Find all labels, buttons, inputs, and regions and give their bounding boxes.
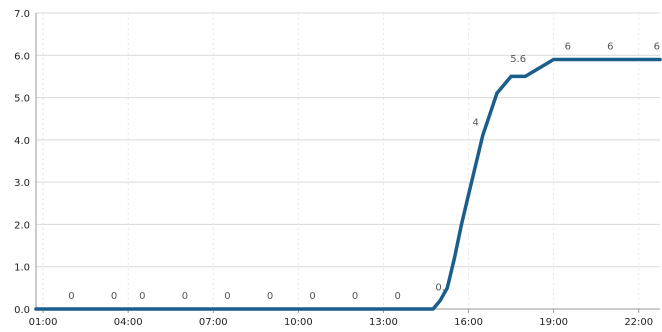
x-tick-label: 16:00	[454, 317, 483, 328]
y-tick-label: 2.0	[14, 220, 30, 231]
data-label: 0	[111, 291, 117, 302]
x-tick-label: 10:00	[284, 317, 313, 328]
data-point	[523, 74, 527, 79]
data-label: 0.	[435, 283, 445, 294]
data-label: 0	[139, 291, 145, 302]
y-tick-label: 4.0	[14, 136, 30, 147]
data-point	[445, 286, 449, 290]
data-label: 0	[309, 291, 315, 302]
data-label: 6	[565, 42, 571, 53]
y-tick-label: 0.0	[14, 305, 30, 316]
x-tick-label: 07:00	[199, 317, 228, 328]
data-label: 0	[394, 291, 400, 302]
data-point	[431, 307, 435, 311]
data-point	[495, 91, 499, 95]
data-label: 0	[352, 291, 358, 302]
data-point	[459, 222, 464, 227]
data-label: 0	[267, 291, 273, 302]
x-tick-label: 19:00	[539, 317, 568, 328]
data-point	[481, 134, 485, 138]
y-tick-label: 1.0	[14, 263, 30, 274]
data-label: 6	[607, 42, 613, 53]
data-point	[466, 193, 471, 197]
data-label: 0	[182, 291, 188, 302]
y-tick-label: 5.0	[14, 94, 30, 105]
data-label: 0	[224, 291, 230, 302]
x-tick-label: 22:00	[624, 317, 653, 328]
data-point	[438, 298, 442, 303]
data-point	[509, 74, 513, 79]
y-tick-label: 6.0	[14, 51, 30, 62]
data-point	[452, 256, 456, 260]
grid	[36, 12, 660, 309]
x-tick-label: 13:00	[369, 317, 398, 328]
y-tick-label: 3.0	[14, 178, 30, 189]
data-point	[34, 307, 38, 311]
x-tick-label: 01:00	[29, 317, 58, 328]
data-label: 0	[68, 291, 74, 302]
data-point	[658, 57, 662, 62]
y-tick-label: 7.0	[14, 9, 30, 20]
data-label: 4	[472, 118, 478, 129]
data-point	[552, 57, 556, 62]
x-tick-label: 04:00	[114, 317, 143, 328]
data-label: 5.6	[510, 54, 526, 65]
data-label: 6	[654, 42, 660, 53]
series	[34, 57, 662, 311]
data-labels: 0 0 0 0 0 0 0 0 0 0. 4 5.6 6 6 6	[68, 42, 660, 302]
